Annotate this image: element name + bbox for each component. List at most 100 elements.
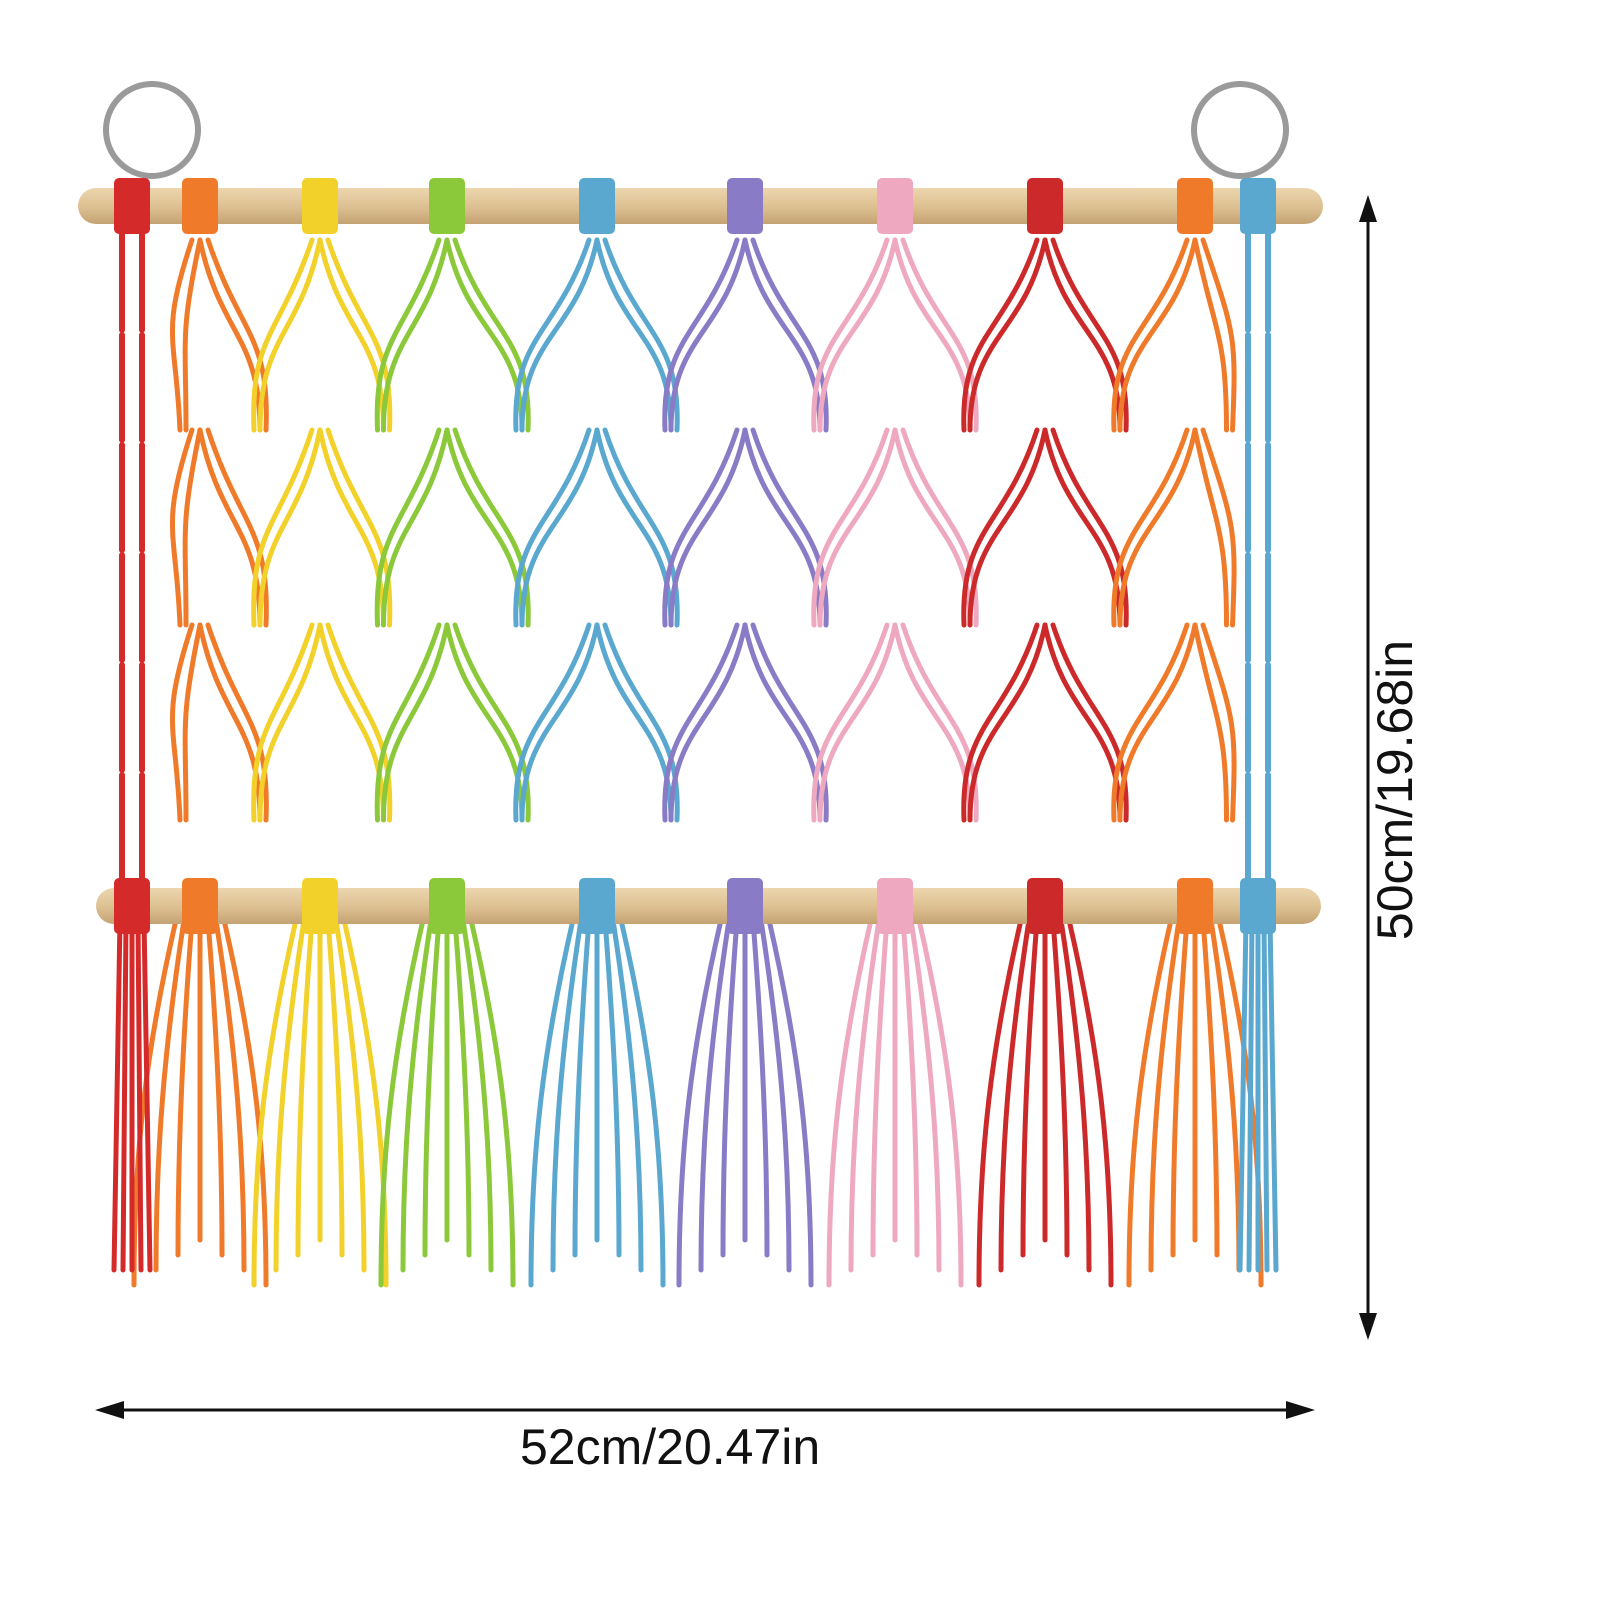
fringe-strand	[1148, 917, 1182, 1273]
fringe-strand	[618, 917, 666, 1288]
net-cord	[662, 237, 740, 433]
net-cord	[811, 622, 890, 823]
top-wooden-dowel	[78, 188, 1323, 224]
net-cord	[668, 622, 748, 823]
net-cord	[452, 237, 531, 433]
net-cord	[519, 427, 600, 628]
net-cord	[197, 622, 263, 823]
net-cord	[317, 237, 386, 433]
net-cord	[1192, 427, 1229, 628]
fringe-strand	[720, 917, 740, 1258]
net-cord	[325, 622, 393, 823]
top-cord-wrap	[429, 178, 465, 234]
fringe-strand	[1246, 917, 1255, 1273]
net-cord	[1050, 427, 1129, 628]
net-cord	[817, 237, 898, 433]
cord-chain-link	[119, 442, 145, 553]
net-cord	[1117, 237, 1198, 433]
net-cord	[513, 622, 592, 823]
net-cord	[452, 622, 531, 823]
net-cord	[205, 427, 269, 628]
net-cord	[1111, 237, 1190, 433]
net-cord	[1042, 622, 1123, 823]
cord-chain-link	[1245, 332, 1271, 443]
macrame-cord-net	[119, 222, 1271, 883]
bottom-cord-wrap	[114, 878, 150, 934]
net-cord	[197, 427, 263, 628]
fringe-strand	[766, 917, 814, 1288]
net-cord	[1192, 237, 1229, 433]
net-cord	[513, 237, 592, 433]
net-cord	[1042, 237, 1123, 433]
net-cord	[811, 237, 890, 433]
top-cord-wrap	[727, 178, 763, 234]
fringe-strand	[758, 917, 792, 1273]
fringe-strand	[273, 917, 307, 1273]
fringe-strand	[378, 917, 426, 1288]
net-cord	[1117, 622, 1198, 823]
net-cord	[742, 237, 823, 433]
net-cord	[1042, 427, 1123, 628]
net-cord	[961, 427, 1040, 628]
top-cord-wrap	[182, 178, 218, 234]
fringe-strand	[602, 917, 622, 1258]
net-cord	[169, 427, 195, 628]
net-cord	[444, 622, 525, 823]
fringe-strand	[848, 917, 882, 1273]
cord-chain-link	[1245, 772, 1271, 883]
fringe-strand	[1058, 917, 1092, 1273]
net-cord	[519, 237, 600, 433]
cord-chain-link	[1245, 552, 1271, 663]
net-cord	[325, 237, 393, 433]
bottom-cord-wrap	[302, 878, 338, 934]
cord-chain-link	[119, 222, 145, 333]
fringe-strand	[1020, 917, 1040, 1258]
fringe-strand	[120, 917, 129, 1273]
macrame-fringe	[111, 917, 1279, 1288]
fringe-strand	[111, 917, 123, 1273]
net-cord	[1117, 427, 1198, 628]
fringe-strand	[175, 917, 195, 1258]
fringe-strand	[131, 917, 179, 1288]
top-cord-wrap	[579, 178, 615, 234]
net-cord	[602, 622, 680, 823]
net-cord	[205, 622, 269, 823]
bottom-cord-wrap	[1240, 878, 1276, 934]
net-cord	[811, 427, 890, 628]
cord-chain-link	[119, 552, 145, 663]
net-cord	[961, 237, 1040, 433]
net-cord	[182, 237, 203, 433]
fringe-strand	[460, 917, 494, 1273]
top-cord-wrap	[302, 178, 338, 234]
net-cord	[662, 427, 740, 628]
fringe-strand	[1267, 917, 1279, 1273]
net-cord	[750, 622, 829, 823]
fringe-strand	[1050, 917, 1070, 1258]
net-cord	[197, 237, 263, 433]
cord-chain-link	[119, 772, 145, 883]
net-cord	[205, 237, 269, 433]
bottom-cord-wrap	[1027, 878, 1063, 934]
cord-chain-link	[1245, 442, 1271, 553]
net-cord	[381, 427, 450, 628]
fringe-strand	[1126, 917, 1174, 1288]
net-cord	[1200, 622, 1237, 823]
net-cord	[892, 427, 973, 628]
net-cord	[742, 622, 823, 823]
net-cord	[169, 622, 195, 823]
fringe-strand	[1261, 917, 1270, 1273]
cord-chain-link	[119, 332, 145, 443]
fringe-strand	[400, 917, 434, 1273]
fringe-strand	[826, 917, 874, 1288]
fringe-strand	[452, 917, 472, 1258]
net-cord	[602, 237, 680, 433]
fringe-strand	[698, 917, 732, 1273]
fringe-strand	[333, 917, 367, 1273]
fringe-strand	[976, 917, 1024, 1288]
bottom-cord-wrap	[727, 878, 763, 934]
net-cord	[374, 622, 442, 823]
fringe-strand	[998, 917, 1032, 1273]
bottom-cord-wrap	[1177, 878, 1213, 934]
net-cord	[967, 237, 1048, 433]
bottom-cord-wrap	[182, 878, 218, 934]
